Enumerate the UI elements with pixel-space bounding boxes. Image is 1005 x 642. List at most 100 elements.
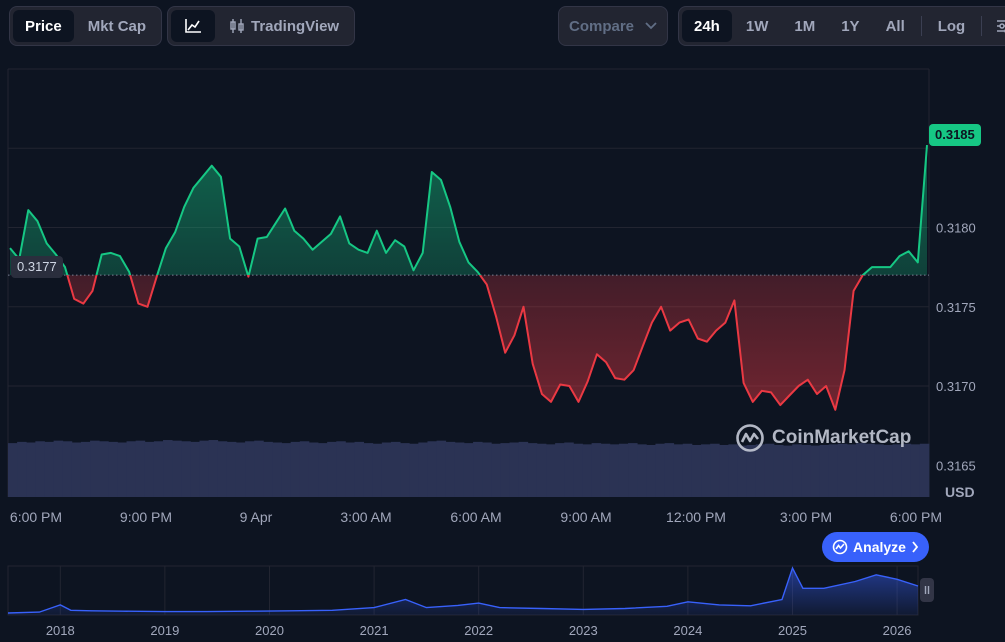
x-tick-label: 12:00 PM <box>666 509 726 525</box>
x-tick-label: 9:00 PM <box>120 509 172 525</box>
volume-bar <box>819 444 830 497</box>
volume-bar <box>409 443 419 497</box>
volume-bar <box>473 441 483 497</box>
volume-bar <box>53 440 64 497</box>
volume-bar <box>500 443 510 497</box>
volume-bar <box>801 444 811 497</box>
y-axis: 0.3180 0.3175 0.3170 0.3165 <box>936 221 976 474</box>
volume-bar <box>35 441 45 497</box>
x-tick-label: 6:00 PM <box>890 509 942 525</box>
volume-bar <box>126 441 137 497</box>
range-1y[interactable]: 1Y <box>841 17 860 35</box>
brand-name: CoinMarketCap <box>772 427 912 448</box>
volume-bar <box>80 441 91 497</box>
navigator-handle[interactable] <box>920 578 934 602</box>
range-24h[interactable]: 24h <box>682 10 732 42</box>
x-axis: 6:00 PM 9:00 PM 9 Apr 3:00 AM 6:00 AM 9:00 AM… <box>10 509 942 525</box>
volume-bar <box>919 443 930 497</box>
navigator-area <box>8 568 918 615</box>
volume-bar <box>527 443 538 497</box>
range-1w[interactable]: 1W <box>745 17 769 35</box>
range-all[interactable]: All <box>885 17 905 35</box>
volume-bar <box>217 441 228 497</box>
volume-bar <box>856 443 866 497</box>
chevron-down-icon <box>645 22 657 30</box>
volume-bar <box>673 444 684 497</box>
x-tick-label: 3:00 PM <box>780 509 832 525</box>
mktcap-tab[interactable]: Mkt Cap <box>87 17 147 35</box>
reference-price-label: 0.3177 <box>11 256 63 278</box>
navigator-year-label: 2021 <box>360 623 389 638</box>
navigator-year-label: 2018 <box>46 623 75 638</box>
volume-bar <box>226 441 237 497</box>
volume-bar <box>62 441 73 497</box>
volume-bar <box>691 444 702 497</box>
volume-bar <box>746 444 757 497</box>
tradingview-label: TradingView <box>251 17 340 35</box>
tradingview-button[interactable]: TradingView <box>217 10 351 42</box>
volume-bar <box>436 440 447 497</box>
volume-bar <box>728 444 738 497</box>
toolbar-divider <box>981 16 983 36</box>
settings-button[interactable] <box>986 10 1005 42</box>
volume-bar <box>737 445 748 497</box>
compare-dropdown[interactable]: Compare <box>558 6 668 46</box>
volume-bar <box>108 441 118 497</box>
log-scale-button[interactable]: Log <box>937 17 966 35</box>
x-tick-label: 9 Apr <box>240 509 273 525</box>
line-chart-icon <box>185 19 201 33</box>
price-mktcap-toggle: Price Mkt Cap <box>9 6 163 46</box>
navigator-year-label: 2020 <box>255 623 284 638</box>
volume-bar <box>482 442 492 497</box>
toolbar-divider <box>920 16 922 36</box>
volume-bar <box>701 444 711 497</box>
line-chart-button[interactable] <box>171 10 215 42</box>
volume-bar <box>591 443 602 497</box>
volume-bar <box>400 443 410 497</box>
volume-bar <box>263 441 273 497</box>
price-line <box>9 145 928 411</box>
volume-bar <box>418 442 428 497</box>
coinmarketcap-logo-icon <box>736 424 764 452</box>
volume-bar <box>336 441 346 497</box>
volume-bar <box>655 443 665 497</box>
volume-bar <box>199 440 210 497</box>
volume-bar <box>846 444 857 497</box>
price-tab[interactable]: Price <box>13 10 74 42</box>
volume-bar <box>491 443 501 497</box>
chart-type-toggle: TradingView <box>167 6 356 46</box>
volume-bar <box>828 444 839 497</box>
price-line-up <box>9 145 928 276</box>
candlestick-icon <box>230 19 244 33</box>
volume-bar <box>618 443 629 497</box>
volume-bar <box>637 444 647 497</box>
volume-bar <box>454 442 465 497</box>
compare-label: Compare <box>569 17 635 35</box>
volume-bar <box>345 442 355 497</box>
volume-bar <box>208 440 219 497</box>
navigator-year-label: 2024 <box>673 623 702 638</box>
volume-bar <box>810 445 820 497</box>
volume-bar <box>783 445 793 497</box>
range-1m[interactable]: 1M <box>794 17 816 35</box>
navigator-year-label: 2019 <box>150 623 179 638</box>
analyze-label: Analyze <box>853 539 906 555</box>
analyze-button[interactable]: Analyze <box>822 532 929 562</box>
volume-bar <box>755 444 766 497</box>
analyze-icon <box>832 539 848 555</box>
navigator[interactable]: 2018 2019 2020 2021 2022 2023 2024 2025 2026 <box>7 565 919 638</box>
volume-bar <box>354 441 365 497</box>
x-tick-label: 3:00 AM <box>340 509 391 525</box>
volume-bar <box>381 442 392 497</box>
volume-bar <box>609 444 620 497</box>
volume-bar <box>546 444 556 497</box>
volume-bar <box>26 442 36 497</box>
volume-bar <box>181 441 191 497</box>
volume-bar <box>135 440 146 497</box>
volume-bar <box>573 443 583 497</box>
x-tick-label: 6:00 PM <box>10 509 62 525</box>
volume-bar <box>363 443 374 497</box>
currency-label: USD <box>945 484 975 500</box>
volume-bar <box>290 441 301 497</box>
